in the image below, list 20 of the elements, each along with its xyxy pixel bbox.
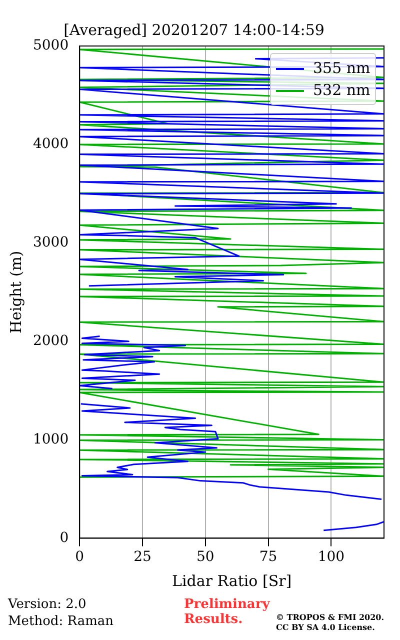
x-tick-label: 100 bbox=[318, 549, 345, 566]
x-tick-label: 25 bbox=[134, 549, 152, 566]
text: © TROPOS & FMI 2020. CC BY SA 4.0 License. bbox=[276, 612, 386, 632]
text: Preliminary Results. bbox=[184, 597, 272, 627]
chart-title: [Averaged] 20201207 14:00-14:59 bbox=[64, 20, 324, 39]
y-tick-label: 2000 bbox=[32, 332, 69, 349]
x-tick-label: 75 bbox=[259, 549, 278, 566]
text: Version: 2.0 bbox=[8, 597, 88, 612]
y-tick-label: 1000 bbox=[32, 431, 69, 448]
x-tick-label: 0 bbox=[75, 549, 84, 566]
y-axis-title: Height (m) bbox=[6, 250, 25, 334]
y-tick-label: 5000 bbox=[32, 38, 69, 54]
legend-label: 355 nm bbox=[313, 59, 370, 77]
y-tick-label: 0 bbox=[60, 530, 69, 546]
x-tick-label: 50 bbox=[196, 549, 214, 566]
text: Method: Raman bbox=[8, 614, 115, 629]
y-tick-label: 4000 bbox=[32, 136, 69, 152]
legend-label: 532 nm bbox=[313, 81, 370, 99]
y-tick-label: 3000 bbox=[32, 234, 69, 251]
x-axis-title: Lidar Ratio [Sr] bbox=[172, 572, 292, 590]
